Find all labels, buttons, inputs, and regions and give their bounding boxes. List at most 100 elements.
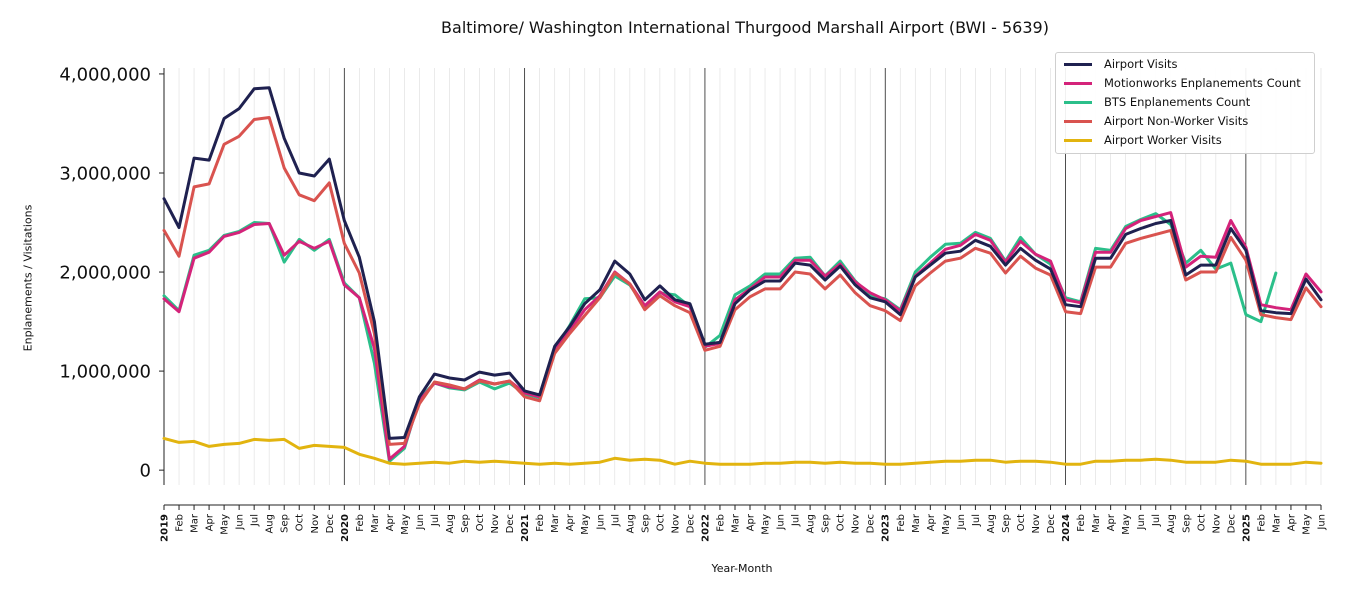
x-tick-label: 2022 (700, 514, 711, 542)
y-tick-label: 3,000,000 (59, 163, 151, 184)
x-tick-label: May (1121, 514, 1132, 535)
legend-swatch (1064, 119, 1092, 123)
x-tick-label: Sep (1001, 514, 1012, 533)
x-tick-label: 2023 (881, 514, 892, 542)
x-tick-label: Oct (655, 514, 666, 531)
legend-item: BTS Enplanements Count (1064, 93, 1250, 111)
x-tick-label: Dec (325, 514, 336, 533)
y-tick-label: 2,000,000 (59, 263, 151, 284)
legend-label: Airport Non-Worker Visits (1104, 114, 1249, 128)
x-tick-label: Apr (746, 513, 757, 531)
x-tick-label: Jul (971, 514, 982, 527)
x-tick-label: Dec (866, 514, 877, 533)
x-tick-label: Feb (1256, 514, 1267, 532)
legend: Airport Visits Motionworks Enplanements C… (1055, 52, 1315, 154)
series-line-airport-worker-visits (162, 436, 1323, 466)
x-tick-label: Jul (1151, 514, 1162, 527)
x-tick-label: Sep (460, 514, 471, 533)
x-tick-label: Jun (776, 514, 787, 531)
x-tick-label: Mar (911, 513, 922, 533)
x-tick-label: Jun (595, 514, 606, 531)
x-tick-label: May (400, 514, 411, 535)
x-tick-label: Feb (896, 514, 907, 532)
x-tick-label: Nov (670, 514, 681, 534)
x-tick-label: Jun (235, 514, 246, 531)
x-tick-label: Nov (1211, 514, 1222, 534)
y-tick-label: 4,000,000 (59, 64, 151, 85)
x-tick-label: 2021 (520, 514, 531, 542)
x-tick-label: Aug (806, 514, 817, 534)
x-tick-label: Apr (1106, 513, 1117, 531)
x-tick-label: Jun (956, 514, 967, 531)
legend-label: Motionworks Enplanements Count (1104, 76, 1301, 90)
x-tick-label: Apr (926, 513, 937, 531)
x-tick-label: 2019 (160, 514, 171, 542)
x-tick-label: Dec (1226, 514, 1237, 533)
x-tick-label: Nov (851, 514, 862, 534)
legend-item: Motionworks Enplanements Count (1064, 74, 1301, 92)
x-tick-label: Sep (821, 514, 832, 533)
x-tick-label: Jul (430, 514, 441, 527)
x-tick-label: Feb (535, 514, 546, 532)
x-tick-label: Nov (1031, 514, 1042, 534)
x-tick-label: May (1301, 514, 1312, 535)
x-tick-label: Jul (250, 514, 261, 527)
legend-item: Airport Worker Visits (1064, 131, 1222, 149)
x-axis-label: Year-Month (711, 562, 773, 575)
x-tick-label: Jun (1136, 514, 1147, 531)
x-tick-label: Apr (385, 513, 396, 531)
legend-label: Airport Visits (1104, 57, 1178, 71)
series-line-airport-visits (162, 86, 1323, 440)
x-tick-label: Apr (205, 513, 216, 531)
x-tick-label: Oct (1196, 514, 1207, 531)
x-tick-label: May (761, 514, 772, 535)
x-tick-label: Sep (640, 514, 651, 533)
chart-title: Baltimore/ Washington International Thur… (441, 18, 1049, 37)
x-tick-label: Aug (1166, 514, 1177, 534)
x-tick-label: May (941, 514, 952, 535)
x-tick-label: Jul (791, 514, 802, 527)
x-tick-label: Jun (415, 514, 426, 531)
x-tick-label: Nov (490, 514, 501, 534)
x-tick-label: Feb (175, 514, 186, 532)
x-tick-label: 2020 (340, 514, 351, 542)
legend-swatch (1064, 138, 1092, 142)
x-tick-label: Oct (1016, 514, 1027, 531)
x-tick-label: Aug (986, 514, 997, 534)
y-tick-label: 0 (140, 461, 151, 482)
x-tick-label: Mar (190, 513, 201, 533)
legend-label: BTS Enplanements Count (1104, 95, 1251, 109)
legend-item: Airport Visits (1064, 55, 1178, 73)
x-tick-label: May (580, 514, 591, 535)
x-tick-label: Dec (505, 514, 516, 533)
x-tick-label: Mar (730, 513, 741, 533)
legend-item: Airport Non-Worker Visits (1064, 112, 1248, 130)
legend-label: Airport Worker Visits (1104, 133, 1222, 147)
x-tick-label: 2025 (1241, 514, 1252, 542)
series-line-motionworks-enplanements-count (162, 211, 1323, 461)
series-line-airport-non-worker-visits (162, 116, 1323, 446)
legend-swatch (1064, 81, 1092, 85)
x-tick-label: Feb (1076, 514, 1087, 532)
x-tick-label: Sep (1181, 514, 1192, 533)
x-tick-label: Aug (445, 514, 456, 534)
legend-swatch (1064, 62, 1092, 66)
x-tick-label: Dec (685, 514, 696, 533)
x-tick-label: Dec (1046, 514, 1057, 533)
x-tick-label: Apr (1286, 513, 1297, 531)
x-tick-label: 2024 (1061, 514, 1072, 542)
x-tick-label: Jun (1317, 514, 1328, 531)
x-tick-label: Oct (836, 514, 847, 531)
x-tick-label: Mar (1271, 513, 1282, 533)
x-tick-label: Aug (625, 514, 636, 534)
x-tick-label: Oct (475, 514, 486, 531)
x-tick-label: Sep (280, 514, 291, 533)
x-tick-label: Mar (370, 513, 381, 533)
x-tick-label: Feb (715, 514, 726, 532)
x-tick-label: Nov (310, 514, 321, 534)
x-tick-label: Apr (565, 513, 576, 531)
legend-swatch (1064, 100, 1092, 104)
x-tick-label: Aug (265, 514, 276, 534)
x-tick-label: May (220, 514, 231, 535)
